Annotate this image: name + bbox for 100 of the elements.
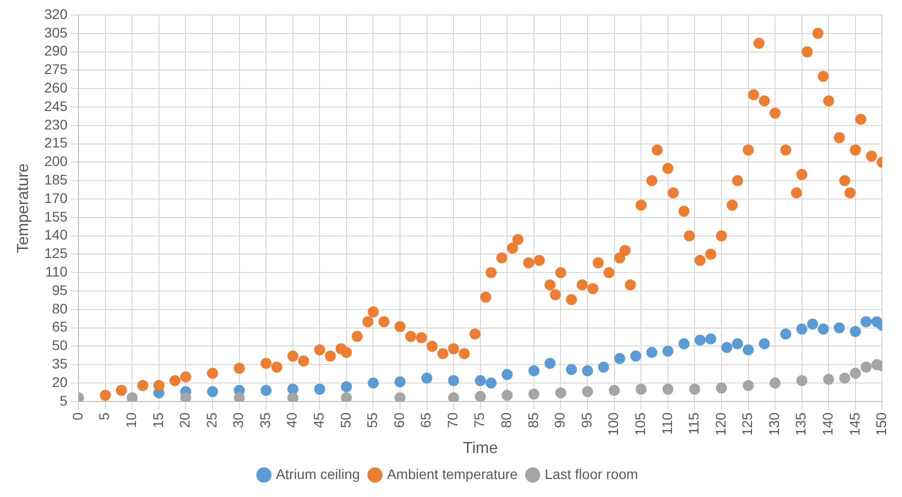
y-tick-label: 200 xyxy=(44,153,68,170)
y-tick-label: 140 xyxy=(44,226,68,243)
y-tick-label: 80 xyxy=(52,300,68,316)
point xyxy=(839,372,850,384)
point xyxy=(207,386,218,398)
x-tick-label: 110 xyxy=(658,412,675,435)
point xyxy=(566,364,577,376)
y-tick-label: 245 xyxy=(44,98,68,114)
point xyxy=(528,365,540,376)
x-tick-label: 115 xyxy=(686,412,702,435)
x-tick-label: 40 xyxy=(284,412,300,428)
point xyxy=(823,374,834,385)
point xyxy=(614,353,626,364)
x-tick-label: 15 xyxy=(150,412,166,428)
point xyxy=(732,338,744,350)
point xyxy=(598,362,610,373)
y-tick-label: 290 xyxy=(44,42,68,59)
point xyxy=(608,384,620,396)
point xyxy=(486,378,497,389)
point xyxy=(860,316,872,328)
point xyxy=(394,376,406,388)
y-tick-label: 35 xyxy=(52,355,68,372)
point xyxy=(234,392,245,402)
x-tick-label: 70 xyxy=(444,412,460,428)
y-tick-label: 20 xyxy=(52,374,68,390)
y-tick-label: 170 xyxy=(44,190,68,206)
x-tick-label: 65 xyxy=(418,412,434,428)
point xyxy=(860,362,872,373)
x-tick-label: 130 xyxy=(766,412,782,436)
point xyxy=(850,326,861,338)
x-tick-label: 10 xyxy=(122,412,139,428)
point xyxy=(758,338,770,350)
x-tick-label: 100 xyxy=(605,412,622,436)
point xyxy=(448,375,460,386)
point xyxy=(555,387,566,398)
point xyxy=(180,392,192,402)
point xyxy=(796,375,808,386)
x-tick-label: 90 xyxy=(552,412,568,428)
x-tick-label: 0 xyxy=(69,412,86,420)
point xyxy=(742,380,754,391)
point xyxy=(850,368,861,379)
x-tick-label: 45 xyxy=(310,412,327,428)
point xyxy=(662,384,674,395)
y-tick-label: 65 xyxy=(52,318,68,335)
x-tick-label: 50 xyxy=(337,412,354,428)
y-axis-title: Temperature xyxy=(15,163,32,254)
point xyxy=(314,384,326,395)
point xyxy=(705,333,716,344)
x-tick-label: 145 xyxy=(846,412,862,436)
x-tick-label: 35 xyxy=(256,412,273,428)
y-tick-label: 5 xyxy=(60,392,68,408)
point xyxy=(340,381,352,392)
point xyxy=(770,378,781,389)
x-tick-label: 125 xyxy=(739,412,756,436)
y-tick-label: 320 xyxy=(44,6,68,22)
x-tick-label: 135 xyxy=(792,412,809,436)
point xyxy=(126,392,138,402)
x-tick-label: 55 xyxy=(364,412,380,428)
x-tick-label: 105 xyxy=(632,412,648,436)
point xyxy=(421,372,432,384)
point xyxy=(630,350,642,362)
x-tick-label: 95 xyxy=(578,412,594,428)
point xyxy=(394,392,406,402)
legend-label: Atrium ceiling xyxy=(276,466,360,482)
x-tick-label: 80 xyxy=(498,412,514,428)
legend-label: Ambient temperature xyxy=(386,466,518,482)
legend-label: Last floor room xyxy=(544,466,638,482)
point xyxy=(502,368,513,380)
y-tick-label: 260 xyxy=(44,79,68,96)
x-tick-label: 85 xyxy=(524,412,541,428)
y-tick-label: 230 xyxy=(44,116,68,132)
point xyxy=(582,386,594,398)
x-tick-label: 140 xyxy=(819,412,836,436)
y-tick-label: 275 xyxy=(44,61,68,78)
point xyxy=(287,384,298,395)
y-tick-label: 215 xyxy=(44,134,68,151)
point xyxy=(646,346,658,358)
y-tick-label: 305 xyxy=(44,24,68,40)
point xyxy=(721,342,732,353)
point xyxy=(502,390,513,401)
y-tick-label: 110 xyxy=(45,263,68,280)
point xyxy=(448,392,460,402)
point xyxy=(694,334,706,346)
point xyxy=(340,392,352,402)
x-tick-label: 60 xyxy=(390,412,407,428)
point xyxy=(636,384,647,395)
x-axis-title: Time xyxy=(462,440,498,457)
point xyxy=(368,378,379,389)
point xyxy=(742,344,754,356)
point xyxy=(818,324,829,335)
point xyxy=(796,324,808,335)
point xyxy=(716,382,727,394)
point xyxy=(780,328,792,340)
x-tick-label: 150 xyxy=(873,412,890,436)
y-tick-label: 95 xyxy=(52,282,68,298)
point xyxy=(689,384,700,395)
point xyxy=(662,346,674,357)
point xyxy=(287,392,298,402)
y-tick-label: 185 xyxy=(44,171,68,188)
y-tick-label: 155 xyxy=(44,208,68,224)
